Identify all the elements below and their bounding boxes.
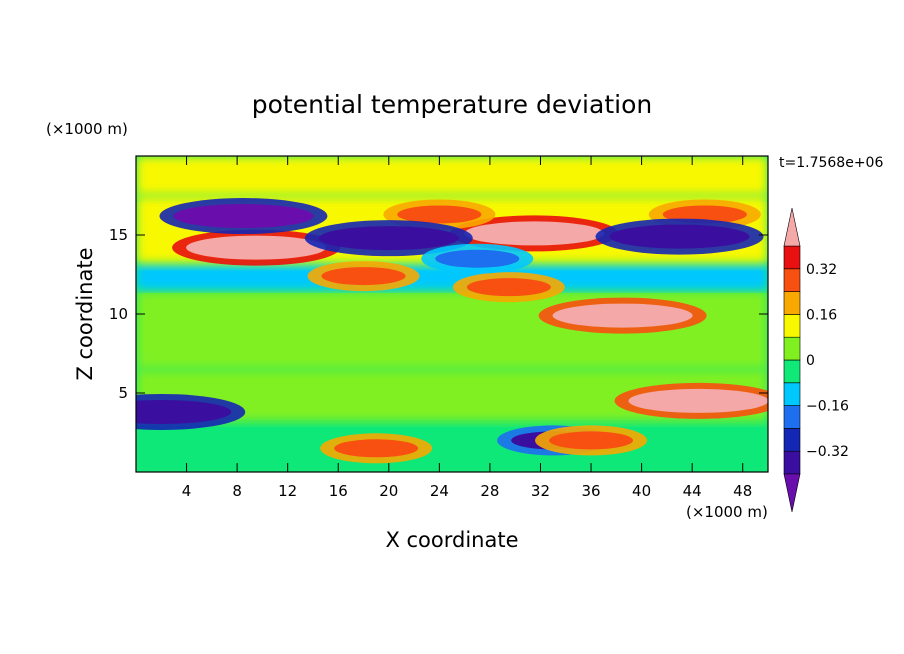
y-tick-label: 15 [109,226,128,244]
y-tick-label: 10 [109,305,128,323]
x-tick-label: 36 [581,482,600,500]
field-feature [136,399,232,424]
time-label: t=1.7568e+06 [779,155,883,171]
x-tick-label: 48 [733,482,752,500]
x-tick-label: 16 [329,482,348,500]
x-tick-label: 40 [632,482,651,500]
colorbar-segment [783,314,801,338]
colorbar-segment [783,382,801,406]
x-tick-label: 4 [182,482,192,500]
colorbar-segment [783,405,801,429]
x-axis-unit: (×1000 m) [686,503,768,521]
field-feature [397,205,482,224]
x-tick-label: 20 [379,482,398,500]
colorbar-tick-label: 0.32 [806,262,837,278]
colorbar-segment [783,268,801,292]
field-feature [186,235,327,260]
field-band [136,156,768,196]
field-band [136,421,768,472]
x-tick-label: 44 [683,482,702,500]
x-tick-label: 12 [278,482,297,500]
colorbar-tick-label: 0 [806,353,815,369]
y-tick-label: 5 [118,384,128,402]
colorbar-segment [783,359,801,384]
field-features [136,198,768,464]
x-axis-label: X coordinate [385,528,518,552]
chart-title: potential temperature deviation [252,90,652,119]
colorbar: 0.32 0.16 0 −0.16 −0.32 [783,207,849,513]
field-feature [464,221,605,246]
colorbar-extend-max [783,207,801,247]
field-feature [549,431,634,450]
x-tick-label: 24 [430,482,449,500]
field-feature [609,224,750,249]
colorbar-tick-label: −0.32 [806,444,849,460]
x-tick-label: 8 [232,482,242,500]
field-feature [628,388,768,413]
plot-area [136,156,768,472]
field-feature [334,439,419,458]
colorbar-segment [783,291,801,315]
y-axis-label: Z coordinate [73,247,97,380]
colorbar-tick-label: 0.16 [806,307,837,323]
colorbar-segment [783,428,801,452]
x-axis: 4 8 12 16 20 24 28 32 36 40 44 48 [182,156,752,500]
field-feature [466,278,551,297]
y-axis: 5 10 15 [109,226,768,402]
colorbar-segment [783,450,801,475]
field-feature [321,267,406,286]
colorbar-segment [783,336,801,361]
field-feature [318,226,459,251]
x-tick-label: 32 [531,482,550,500]
colorbar-extend-min [783,473,801,513]
y-axis-unit: (×1000 m) [46,120,128,138]
colorbar-segment [783,245,801,270]
field-feature [435,249,520,268]
field-feature [552,303,693,328]
colorbar-tick-label: −0.16 [806,399,849,415]
field-feature [173,204,314,229]
x-tick-label: 28 [480,482,499,500]
